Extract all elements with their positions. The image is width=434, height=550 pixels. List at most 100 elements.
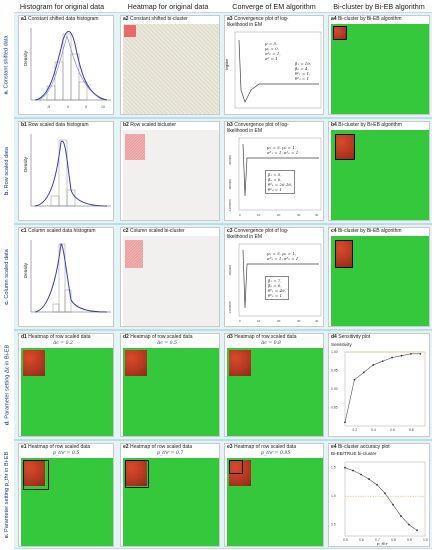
d4-point <box>372 364 375 366</box>
d4-point <box>400 354 403 357</box>
svg-text:10: 10 <box>101 105 105 109</box>
a3-convergence-plot <box>234 31 322 109</box>
column-header-histogram: Histogram for original data <box>19 2 105 11</box>
b3-legend-1: μ₁ = 5, μ₀ = 1, σ²₁ = 1, σ²₀ = 1 <box>267 145 299 155</box>
panel-e2-heatmap: e2 Heatmap of row scaled data p_thr = 0.… <box>120 443 220 547</box>
d4-ytick-label: 0.95 <box>331 369 338 373</box>
e4-point <box>360 473 362 476</box>
d4-point <box>409 352 412 355</box>
row-label-c: c. Column scaled data <box>4 249 10 305</box>
panel-c3-convergence: c3 Convergence plot of log-likelihood in… <box>224 227 324 327</box>
a4-cluster-block <box>333 26 347 40</box>
c2-bicluster-block <box>125 240 143 268</box>
e4-ytick-label: 0.5 <box>331 523 336 527</box>
panel-c1-histogram: c1 Column scaled data histogram Density <box>18 227 114 327</box>
row-label-a: a. Constant shifted data <box>4 35 11 95</box>
e4-ytick-label: 1.5 <box>331 466 336 470</box>
svg-text:20: 20 <box>277 213 281 217</box>
panel-a1-histogram: a1 Constant shifted data histogram -5 0 … <box>18 15 114 115</box>
panel-a2-heatmap: a2 Constant shifted bi-cluster <box>120 15 220 115</box>
panel-b2-heatmap: b2 Row scaled bicluster <box>120 121 220 221</box>
row-label-d: d. Parameter setting Δc in Bi-EB <box>4 344 11 426</box>
column-header-bicluster: Bi-cluster by Bi-EB algorithm <box>333 2 425 11</box>
a3-legend-2: β₁ = 10, β₀ = 4, θ²₁ = 1, θ²₀ = 1 <box>295 61 312 81</box>
a3-legend-1: μ = 5, μ₀ = 0, σ²₀ = 1, σ² = 1 <box>265 41 281 61</box>
e4-accuracy-chart: 0.5 1.0 1.5 0.5 0.6 0.7 0.8 0.9 1.0 <box>331 461 428 542</box>
e4-point <box>376 483 378 486</box>
d4-sensitivity-chart: 0.85 0.90 0.95 1.00 0.2 0.4 0.6 0.8 <box>331 350 426 432</box>
a2-bicluster-block <box>124 25 136 37</box>
panel-c4-bicluster: c4 Bi-cluster by Bi-EB algorithm <box>328 227 430 327</box>
svg-text:5: 5 <box>85 105 87 109</box>
d4-xtick-label: 0.8 <box>409 428 414 432</box>
row-label-b: b. Row scaled data <box>4 147 10 195</box>
d4-xtick-label: 0.4 <box>371 428 376 432</box>
d4-point <box>344 421 346 424</box>
e2-cluster-block <box>125 460 147 486</box>
a4-bicluster-map <box>331 24 429 114</box>
panel-b4-bicluster: b4 Bi-cluster by Bi-EB algorithm <box>328 121 430 221</box>
d4-point <box>391 356 393 359</box>
panel-b1-histogram: b1 Row scaled data histogram Density <box>18 121 114 221</box>
e4-ytick-label: 1.0 <box>331 494 336 498</box>
a1-histogram-plot: -5 0 5 10 <box>30 28 111 109</box>
e1-cluster-block <box>23 460 45 486</box>
e4-xtick-label: 1.0 <box>423 538 428 542</box>
e4-xtick-label: 0.9 <box>407 538 412 542</box>
e4-point <box>400 515 402 517</box>
svg-text:-1500000: -1500000 <box>228 301 232 314</box>
panel-e1-heatmap: e1 Heatmap of row scaled data p_thr = 0.… <box>18 443 114 547</box>
b1-histogram-plot <box>30 134 111 207</box>
c3-legend-2: β₁ = 7, β₀ = 0, θ²₁ = 49, θ²₀ = 1 <box>265 276 289 300</box>
e4-point <box>392 503 394 506</box>
panel-d4-sensitivity: d4 Sensitivity plot Sensitivity 0.85 0.90… <box>328 333 430 437</box>
a2-heatmap-noise <box>123 24 219 114</box>
e4-point <box>344 466 346 469</box>
d4-xtick-label: 0.6 <box>390 428 395 432</box>
svg-text:-800000: -800000 <box>228 179 232 190</box>
e4-point <box>352 469 354 472</box>
e4-xtick-label: 0.5 <box>343 538 348 542</box>
svg-text:40: 40 <box>315 213 319 217</box>
b4-cluster-block <box>335 134 355 160</box>
svg-text:20: 20 <box>277 319 281 323</box>
panel-d1-heatmap: d1 Heatmap of row scaled data Δc = 0.2 <box>18 333 114 437</box>
e4-series-line <box>344 467 418 531</box>
c3-legend-1: μ₁ = 5, μ₀ = 1, σ²₁ = 1, σ²₀ = 1 <box>267 251 299 261</box>
e4-point <box>384 492 386 495</box>
svg-text:30: 30 <box>297 319 301 323</box>
d1-cluster-block <box>23 350 45 376</box>
d3-cluster-block <box>229 350 251 376</box>
column-header-em: Converge of EM algorithm <box>232 2 316 11</box>
svg-text:40: 40 <box>315 319 319 323</box>
d4-point <box>381 360 384 363</box>
b3-legend-2: β₁ = 5, β₀ = 0, θ²₁ = 26.16, θ²₀ = 1 <box>265 170 296 194</box>
panel-e4-accuracy: e4 Bi-cluster accuracy plot Bi-EB/TRUE b… <box>328 443 430 547</box>
svg-text:-5: -5 <box>47 105 50 109</box>
e4-point <box>408 523 410 526</box>
panel-d3-heatmap: d3 Heatmap of row scaled data Δc = 0.8 <box>224 333 324 437</box>
c3-convergence-plot: -500000 -1500000 0 10 20 30 40 <box>228 243 322 323</box>
svg-text:10: 10 <box>257 213 261 217</box>
e4-xtick-label: 0.6 <box>359 538 364 542</box>
row-label-e: e. Parameter setting p_thr in Bi-EB <box>4 451 11 538</box>
svg-text:-500000: -500000 <box>228 265 232 276</box>
panel-d2-heatmap: d2 Heatmap of row scaled data Δc = 0.5 <box>120 333 220 437</box>
svg-text:0: 0 <box>239 319 241 323</box>
c4-cluster-block <box>335 240 353 268</box>
d4-plot-frame <box>344 351 426 427</box>
e4-xtick-label: 0.8 <box>391 538 396 542</box>
d4-ytick-label: 0.85 <box>331 406 338 410</box>
d4-xtick-label: 0.2 <box>352 428 357 432</box>
e4-xtick-label: 0.7 <box>375 538 380 542</box>
svg-text:-400000: -400000 <box>228 155 232 166</box>
panel-c2-heatmap: c2 Column scaled bi-cluster <box>120 227 220 327</box>
d4-point <box>353 378 356 381</box>
e4-plot-frame <box>344 461 426 537</box>
panel-a3-convergence: a3 Convergence plot of log-likelihood in… <box>224 15 324 115</box>
c1-histogram-plot <box>30 240 111 313</box>
svg-text:30: 30 <box>297 213 301 217</box>
panel-b3-convergence: b3 Convergence plot of log-likelihood in… <box>224 121 324 221</box>
svg-text:-1200000: -1200000 <box>228 199 232 212</box>
d4-point <box>362 371 365 374</box>
